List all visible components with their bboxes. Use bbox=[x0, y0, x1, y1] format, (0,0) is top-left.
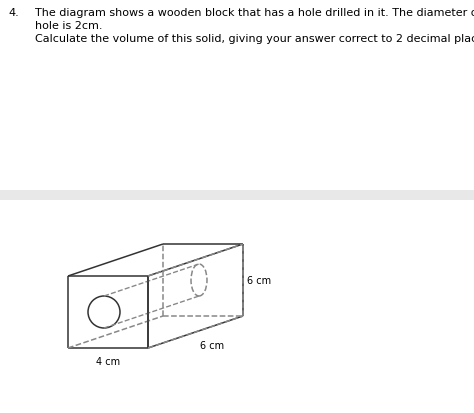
Text: hole is 2cm.: hole is 2cm. bbox=[35, 21, 102, 31]
Text: 4 cm: 4 cm bbox=[96, 356, 120, 366]
Text: 4.: 4. bbox=[8, 8, 19, 18]
Text: The diagram shows a wooden block that has a hole drilled in it. The diameter of : The diagram shows a wooden block that ha… bbox=[35, 8, 474, 18]
Text: Calculate the volume of this solid, giving your answer correct to 2 decimal plac: Calculate the volume of this solid, givi… bbox=[35, 34, 474, 44]
Bar bbox=[0, 190, 474, 200]
Text: 6 cm: 6 cm bbox=[247, 275, 271, 285]
Text: 6 cm: 6 cm bbox=[201, 340, 225, 350]
